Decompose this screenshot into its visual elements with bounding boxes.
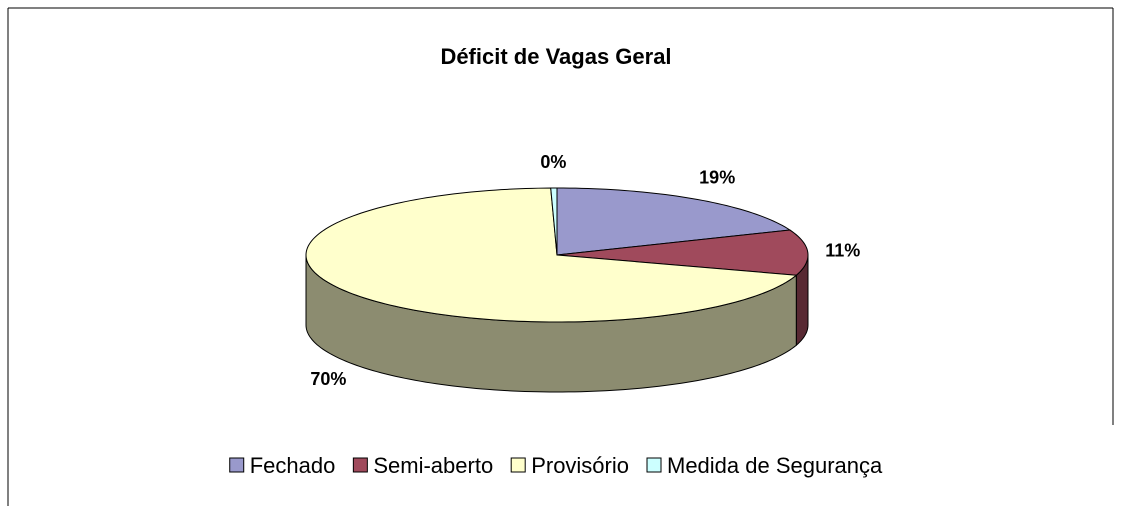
legend-label: Semi-aberto [373,453,493,478]
legend-label: Fechado [250,453,336,478]
legend-swatch [510,457,526,473]
legend-swatch [229,457,245,473]
legend-label: Provisório [531,453,629,478]
legend-swatch [352,457,368,473]
legend-label: Medida de Segurança [667,453,883,478]
legend-swatch [646,457,662,473]
slice [556,187,792,256]
data-label: 11% [825,240,860,260]
slice [556,229,809,276]
slice [305,187,798,323]
data-label: 0% [540,152,566,172]
chart-title: Déficit de Vagas Geral [440,44,671,69]
data-label: 70% [310,369,346,389]
slice [550,187,558,256]
data-label: 19% [699,168,735,188]
